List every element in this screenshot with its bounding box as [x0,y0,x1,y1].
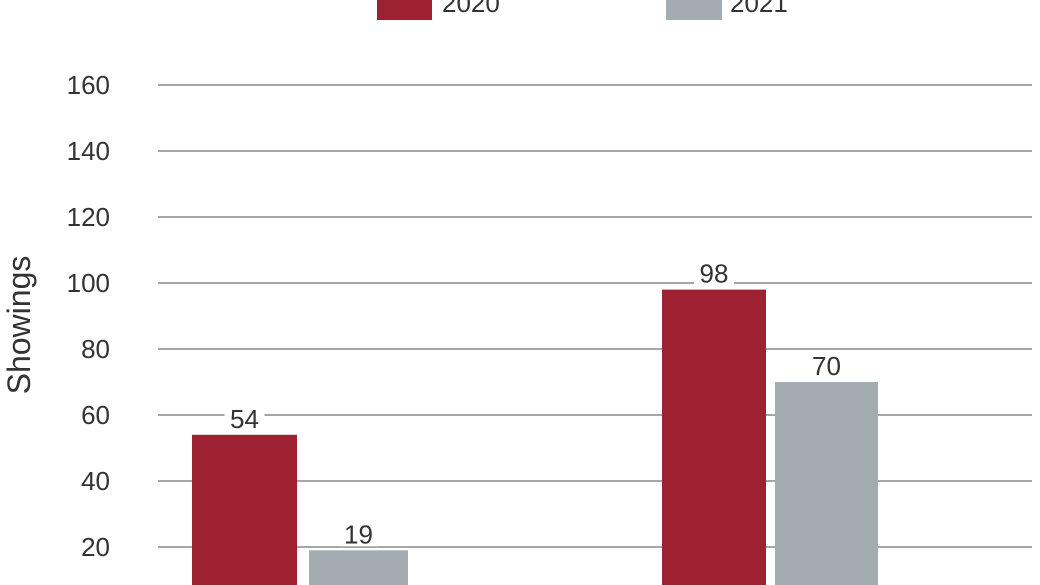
legend-label-2021: 2021 [730,0,788,18]
y-tick-label: 140 [67,136,110,166]
data-labels: 54 98 19 70 [224,259,847,549]
legend-swatch-2020 [377,0,432,20]
data-label-2021-2: 70 [812,351,841,381]
y-tick-label: 40 [81,466,110,496]
y-tick-label: 60 [81,400,110,430]
bars [192,289,878,585]
y-tick-label: 160 [67,70,110,100]
gridlines [158,84,1032,548]
bar-2021-2 [775,382,878,585]
data-label-2020-1: 54 [230,404,259,434]
y-axis-ticks: 20 40 60 80 100 120 140 160 [67,70,110,562]
y-axis-title: Showings [1,256,37,395]
data-label-2021-1: 19 [344,519,373,549]
y-tick-label: 100 [67,268,110,298]
y-tick-label: 120 [67,202,110,232]
data-label-2020-2: 98 [700,259,729,289]
bar-2021-1 [309,550,408,585]
bar-2020-1 [192,434,297,585]
bar-2020-2 [662,289,766,585]
legend-label-2020: 2020 [442,0,500,18]
data-label-background [806,352,847,378]
y-tick-label: 20 [81,532,110,562]
data-label-background [338,520,379,547]
data-label-background [224,404,265,431]
data-label-background [694,259,734,286]
legend: 2020 2021 [377,0,788,20]
legend-swatch-2021 [666,0,722,20]
y-tick-label: 80 [81,334,110,364]
